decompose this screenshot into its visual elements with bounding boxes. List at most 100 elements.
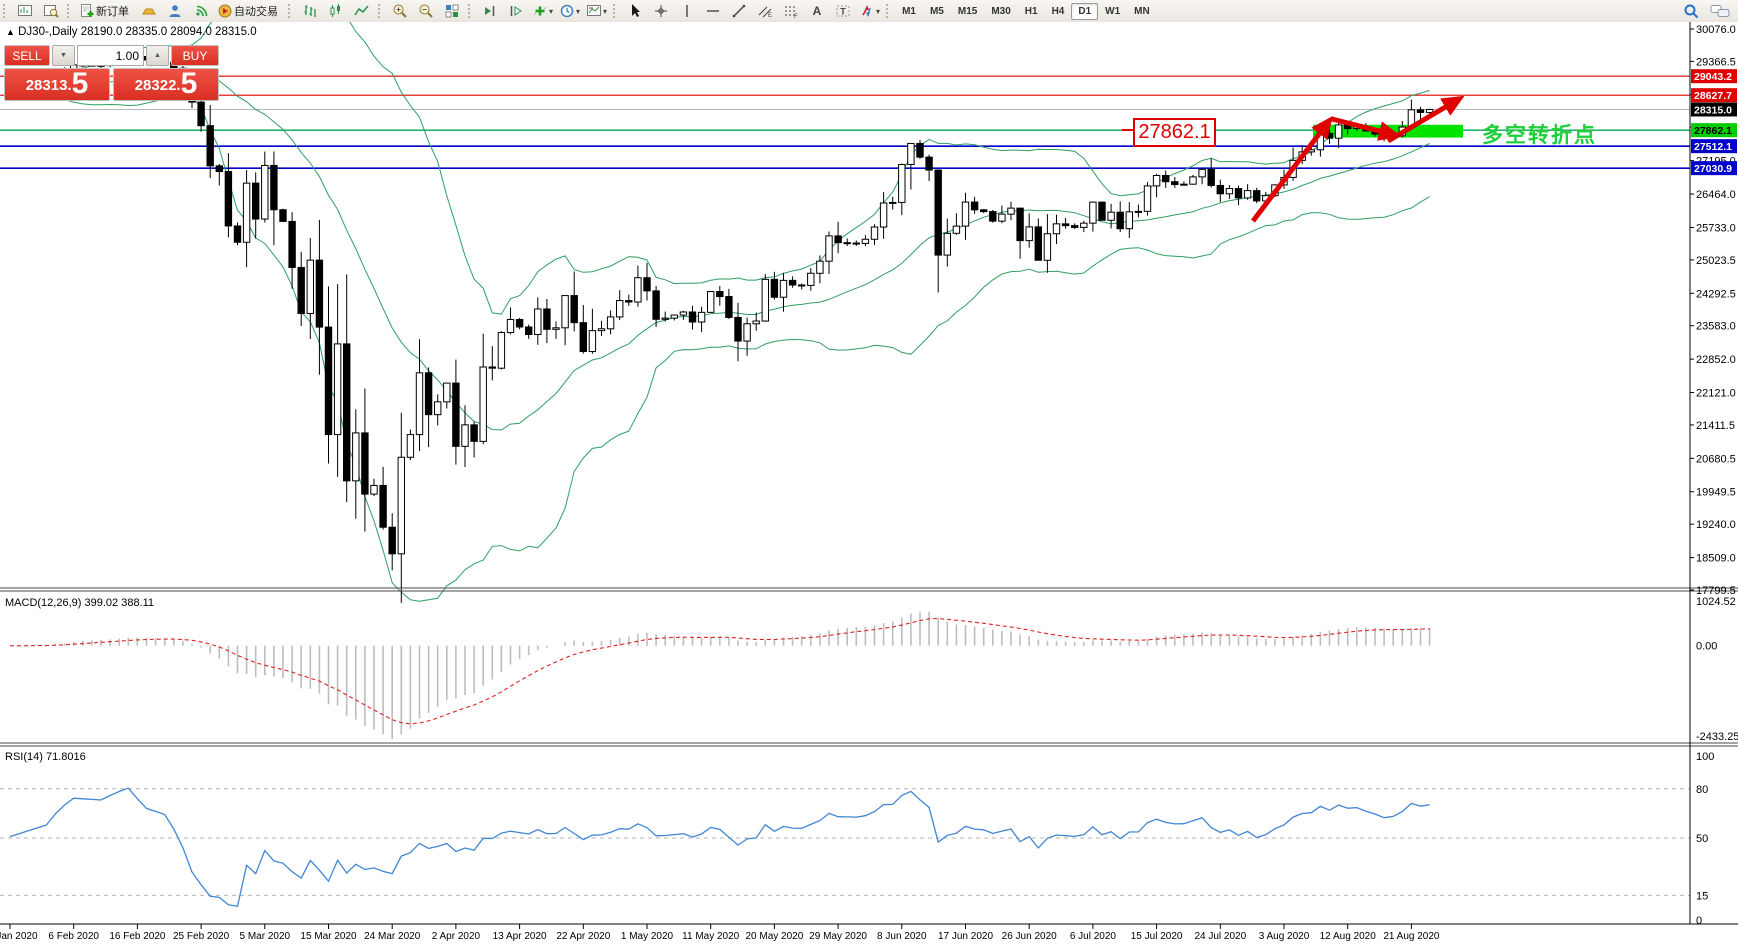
cursor-icon bbox=[632, 4, 641, 17]
crosshair-tool-button[interactable] bbox=[648, 0, 674, 22]
toolbar-grip bbox=[67, 4, 72, 18]
equidistant-channel-tool-button[interactable]: E bbox=[752, 0, 778, 22]
cursor-tool-button[interactable] bbox=[622, 0, 648, 22]
timeframe-m30[interactable]: M30 bbox=[991, 6, 1011, 17]
gold-button[interactable] bbox=[136, 0, 162, 22]
candle-body bbox=[534, 308, 542, 336]
date-label: 11 May 2020 bbox=[682, 931, 740, 942]
indicators-icon bbox=[533, 6, 547, 16]
ohlc-values: 28190.0 28335.0 28094.0 28315.0 bbox=[80, 26, 257, 38]
sell-price-panel[interactable]: 28313. 5 bbox=[4, 68, 110, 101]
buy-button[interactable]: BUY bbox=[171, 45, 219, 66]
macd-label: MACD(12,26,9) bbox=[5, 597, 82, 609]
templates-button[interactable]: ▾ bbox=[583, 0, 610, 22]
volume-decrease-button[interactable]: ▼ bbox=[52, 45, 75, 66]
bar-chart-button[interactable] bbox=[297, 0, 323, 22]
vertical-line-tool-button[interactable] bbox=[674, 0, 700, 22]
community-button[interactable] bbox=[162, 0, 188, 22]
candle-body bbox=[661, 317, 669, 320]
candle-body bbox=[597, 328, 606, 332]
horizontal-line-tool-button[interactable] bbox=[700, 0, 726, 22]
timeframe-m5[interactable]: M5 bbox=[929, 6, 944, 17]
buy-price-dot: . bbox=[176, 77, 181, 94]
toolbar-grip bbox=[613, 4, 618, 18]
vertical-line-icon bbox=[686, 5, 688, 17]
timeframe-h1[interactable]: H1 bbox=[1024, 6, 1038, 17]
buy-price-panel[interactable]: 28322. 5 bbox=[113, 68, 219, 101]
zoom-out-button[interactable] bbox=[413, 0, 439, 22]
autotrade-icon bbox=[218, 4, 232, 18]
timeframe-m15[interactable]: M15 bbox=[957, 6, 978, 17]
candle-body bbox=[925, 156, 933, 171]
candlestick-chart-button[interactable] bbox=[323, 0, 349, 22]
arrows-tool-button[interactable]: ▾ bbox=[856, 0, 883, 22]
price-annotation-label[interactable]: 27862.1 bbox=[1133, 118, 1216, 147]
candle-body bbox=[788, 279, 797, 286]
volume-increase-button[interactable]: ▲ bbox=[146, 45, 169, 66]
auto-scroll-button[interactable] bbox=[477, 0, 503, 22]
turning-point-text[interactable]: 多空转折点 bbox=[1482, 124, 1597, 147]
sell-price-int: 28313 bbox=[25, 77, 68, 94]
chart-canvas[interactable]: 30076.029366.528635.527926.027195.026464… bbox=[0, 22, 1738, 946]
svg-text:F: F bbox=[794, 14, 798, 19]
timeframe-mn[interactable]: MN bbox=[1134, 6, 1150, 17]
macd-indicator-label: MACD(12,26,9) 399.02 388.11 bbox=[5, 597, 154, 609]
chat-icon[interactable] bbox=[1710, 3, 1730, 19]
text-tool-button[interactable]: A bbox=[804, 0, 830, 22]
periods-button[interactable]: ▾ bbox=[556, 0, 583, 22]
zoom-in-button[interactable] bbox=[387, 0, 413, 22]
macd-signal-line bbox=[10, 618, 1430, 725]
candle-body bbox=[716, 291, 724, 298]
volume-input[interactable]: 1.00 bbox=[77, 45, 144, 66]
candle-body bbox=[479, 366, 487, 442]
timeframe-m1[interactable]: M1 bbox=[902, 6, 916, 17]
bar-chart-icon bbox=[304, 5, 316, 17]
price-tick-label: 22121.0 bbox=[1696, 388, 1736, 400]
trend-arrow[interactable] bbox=[1331, 116, 1402, 141]
date-label: 25 Feb 2020 bbox=[173, 931, 230, 942]
candle-body bbox=[1207, 168, 1215, 186]
trend-arrow[interactable] bbox=[1386, 95, 1465, 144]
candle-body bbox=[233, 225, 242, 243]
date-label: 24 Mar 2020 bbox=[364, 931, 421, 942]
signal-button[interactable] bbox=[188, 0, 214, 22]
symbol-period-label: DJ30-,Daily bbox=[18, 26, 78, 38]
tile-windows-button[interactable] bbox=[439, 0, 465, 22]
profiles-button[interactable] bbox=[38, 0, 64, 22]
candle-body bbox=[961, 201, 970, 227]
new-order-label: 新订单 bbox=[96, 6, 129, 18]
fibonacci-tool-button[interactable]: F bbox=[778, 0, 804, 22]
timeframe-h4[interactable]: H4 bbox=[1051, 6, 1065, 17]
autotrade-button[interactable]: 自动交易 bbox=[214, 0, 285, 22]
sell-button[interactable]: SELL bbox=[4, 45, 50, 66]
text-label-tool-button[interactable]: T bbox=[830, 0, 856, 22]
chart-shift-button[interactable] bbox=[503, 0, 529, 22]
price-tick-label: 30076.0 bbox=[1696, 24, 1736, 36]
candle-body bbox=[697, 311, 706, 323]
candle-body bbox=[488, 366, 497, 369]
indicators-button[interactable]: ▾ bbox=[529, 0, 556, 22]
candle-body bbox=[1243, 190, 1252, 199]
timeframe-w1[interactable]: W1 bbox=[1105, 6, 1121, 17]
price-badge bbox=[1691, 88, 1737, 103]
price-tick-label: 26464.0 bbox=[1696, 189, 1736, 201]
candle-body bbox=[1098, 201, 1106, 221]
new-chart-button[interactable] bbox=[12, 0, 38, 22]
candle-body bbox=[515, 318, 524, 328]
trendline-tool-button[interactable] bbox=[726, 0, 752, 22]
macd-axis-zero: 0.00 bbox=[1696, 641, 1717, 653]
candle-body bbox=[707, 291, 715, 313]
collapse-arrow-icon[interactable]: ▲ bbox=[6, 27, 15, 37]
new-order-button[interactable]: 新订单 bbox=[76, 0, 136, 22]
spinner-down-icon: ▼ bbox=[60, 52, 67, 59]
candle-body bbox=[1061, 223, 1070, 227]
candle-body bbox=[1134, 210, 1143, 213]
price-badge-label: 29043.2 bbox=[1694, 71, 1732, 83]
svg-text:A: A bbox=[813, 4, 822, 18]
search-icon[interactable] bbox=[1683, 3, 1700, 20]
line-chart-button[interactable] bbox=[349, 0, 375, 22]
trend-arrow[interactable] bbox=[1251, 115, 1333, 223]
candle-body bbox=[861, 238, 870, 244]
candle-body bbox=[343, 343, 351, 482]
timeframe-d1[interactable]: D1 bbox=[1071, 3, 1099, 20]
